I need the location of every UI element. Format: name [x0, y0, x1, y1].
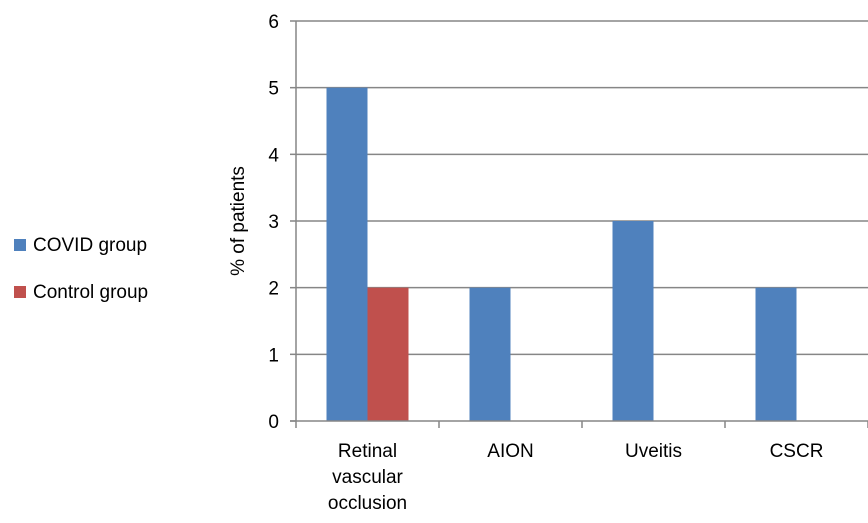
legend: COVID group Control group	[14, 235, 148, 303]
x-axis-category-labels: Retinal vascular occlusion AION Uveitis CSCR	[328, 441, 824, 514]
y-axis-title: % of patients	[228, 166, 249, 276]
x-category-label-3-line-0: CSCR	[770, 441, 824, 462]
x-category-label-0-line-1: vascular	[332, 467, 403, 488]
x-category-label-0-line-0: Retinal	[338, 441, 397, 462]
bar-control-group-0	[367, 287, 409, 421]
bar-covid-group-2	[612, 221, 654, 421]
y-tick-label-0: 0	[268, 412, 279, 433]
legend-swatch-1	[14, 286, 26, 298]
y-axis-ticks: 0 1 2 3 4 5 6	[268, 12, 279, 433]
x-category-label-1-line-0: AION	[487, 441, 533, 462]
bar-covid-group-1	[469, 287, 511, 421]
y-tick-label-6: 6	[268, 12, 279, 33]
legend-label-0: COVID group	[33, 235, 147, 256]
y-tick-label-3: 3	[268, 212, 279, 233]
bar-covid-group-0	[326, 87, 368, 422]
x-category-label-2-line-0: Uveitis	[625, 441, 682, 462]
x-category-label-0-line-2: occlusion	[328, 493, 407, 514]
y-tick-label-1: 1	[268, 345, 279, 366]
y-tick-label-2: 2	[268, 279, 279, 300]
legend-swatch-0	[14, 239, 26, 251]
y-tick-label-5: 5	[268, 79, 279, 100]
axes	[290, 20, 868, 428]
y-tick-label-4: 4	[268, 145, 279, 166]
bar-covid-group-3	[755, 287, 797, 421]
bars	[326, 87, 797, 422]
legend-label-1: Control group	[33, 282, 148, 303]
